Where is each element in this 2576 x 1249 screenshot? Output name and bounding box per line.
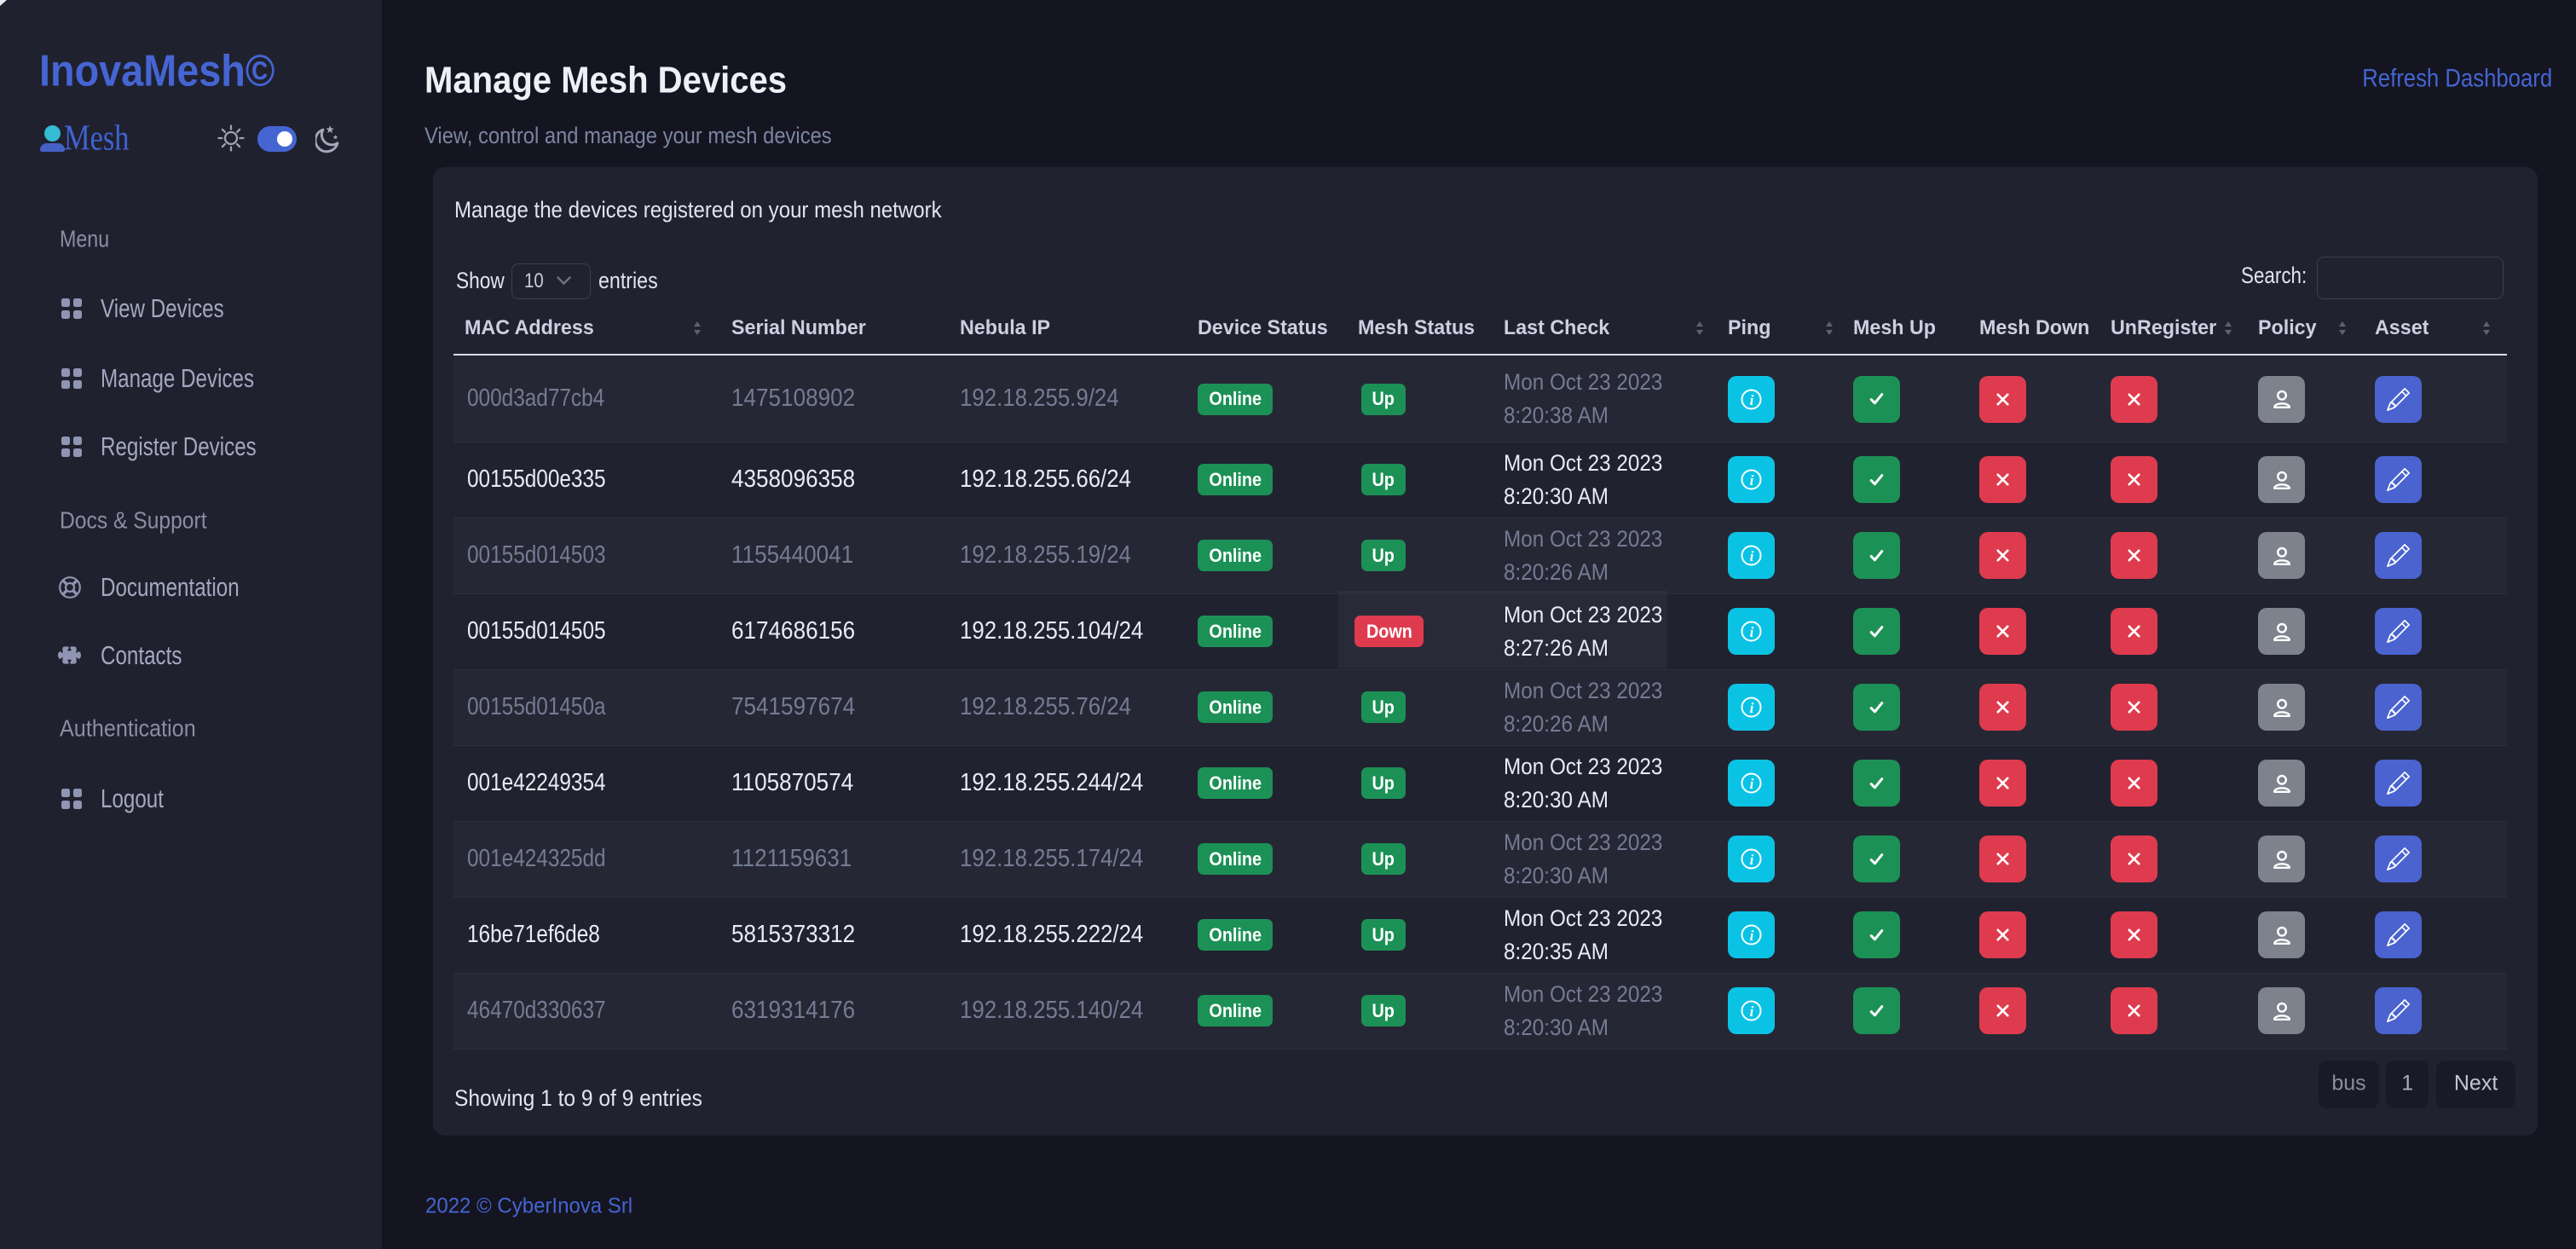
svg-text:i: i <box>1750 392 1754 408</box>
svg-text:i: i <box>1750 1003 1754 1020</box>
svg-text:i: i <box>1750 472 1754 489</box>
svg-text:i: i <box>1750 700 1754 716</box>
svg-text:i: i <box>1750 928 1754 944</box>
svg-text:i: i <box>1750 624 1754 640</box>
svg-text:i: i <box>1750 776 1754 792</box>
svg-text:i: i <box>1750 548 1754 564</box>
svg-text:i: i <box>1750 852 1754 868</box>
